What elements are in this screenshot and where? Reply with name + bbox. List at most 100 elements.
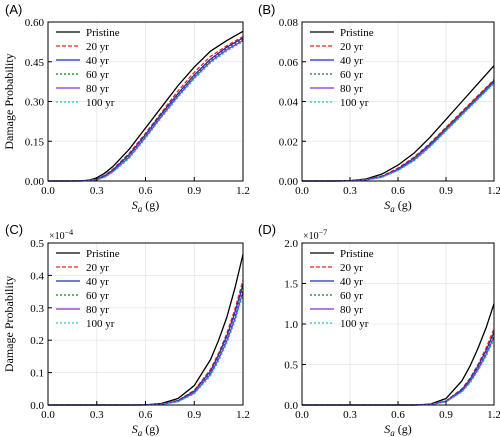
y-tick-label: 0.00 xyxy=(279,176,299,188)
x-tick-label: 0.3 xyxy=(90,409,104,421)
y-tick-label: 0.04 xyxy=(279,97,299,109)
legend-entry: 20 yr xyxy=(340,41,363,53)
y-tick-label: 0.5 xyxy=(284,360,298,372)
x-axis-title: Sa (g) xyxy=(132,422,160,437)
y-tick-label: 0.5 xyxy=(30,238,44,250)
x-axis-title-unit: (g) xyxy=(395,198,412,212)
x-axis-title-main: S xyxy=(384,422,390,436)
x-axis-title: Sa (g) xyxy=(384,422,412,437)
x-tick-label: 1.2 xyxy=(487,185,500,197)
y-tick-label: 0.06 xyxy=(279,57,299,69)
series-line-20-yr xyxy=(48,36,244,182)
panel-2: (B) 0.0 0.3 0.6 0.9 1.2 0.00 0.02 0.04 0.06 0.08 Sa… xyxy=(258,2,500,214)
panel-label: (B) xyxy=(258,2,275,17)
y-multiplier-base: ×10 xyxy=(303,231,319,242)
y-tick-label: 0.1 xyxy=(30,368,44,380)
y-multiplier: ×10−4 xyxy=(49,228,73,242)
y-tick-label: 0.02 xyxy=(279,136,298,148)
x-tick-label: 0.6 xyxy=(391,185,405,197)
x-tick-label: 0.9 xyxy=(439,409,453,421)
x-axis-title-sub: a xyxy=(390,204,395,214)
x-tick-label: 0.0 xyxy=(41,409,55,421)
legend-entry: Pristine xyxy=(340,248,374,260)
panel-label: (C) xyxy=(5,222,23,237)
panel-3: (C) 0.0 0.3 0.6 0.9 1.2 0.0 0.1 0.2 0.3 0.4 0.5 Sa (… xyxy=(2,222,250,437)
legend-entry: 40 yr xyxy=(86,276,109,288)
legend: Pristine 20 yr 40 yr 60 yr 80 yr 100 yr xyxy=(310,27,374,109)
x-tick-label: 0.3 xyxy=(343,409,357,421)
legend-entry: 60 yr xyxy=(86,290,109,302)
y-tick-label: 0.00 xyxy=(25,176,45,188)
x-axis-title-unit: (g) xyxy=(142,422,159,436)
legend-entry: 60 yr xyxy=(340,69,363,81)
legend-entry: 100 yr xyxy=(340,318,369,330)
x-tick-label: 0.3 xyxy=(90,185,104,197)
y-tick-label: 1.5 xyxy=(284,279,298,291)
legend-entry: 20 yr xyxy=(86,41,109,53)
panel-1: (A) 0.0 0.3 0.6 0.9 1.2 0.00 0.15 0.30 0.45 0.60 Sa… xyxy=(2,2,250,214)
legend-entry: 40 yr xyxy=(86,55,109,67)
x-axis-title-unit: (g) xyxy=(395,422,412,436)
legend-entry: 60 yr xyxy=(86,69,109,81)
y-multiplier-base: ×10 xyxy=(49,231,65,242)
x-tick-label: 1.2 xyxy=(487,409,500,421)
legend-entry: 40 yr xyxy=(340,55,363,67)
legend-entry: 100 yr xyxy=(340,97,369,109)
y-tick-label: 0.0 xyxy=(30,400,44,412)
legend-entry: 100 yr xyxy=(86,318,115,330)
panel-label: (A) xyxy=(5,2,22,17)
y-tick-label: 0.3 xyxy=(30,303,44,315)
x-axis-title-main: S xyxy=(132,422,138,436)
x-axis-title: Sa (g) xyxy=(132,198,160,214)
x-tick-label: 0.0 xyxy=(295,409,309,421)
legend-entry: Pristine xyxy=(86,248,120,260)
legend-entry: 40 yr xyxy=(340,276,363,288)
legend-entry: 20 yr xyxy=(340,262,363,274)
y-tick-label: 0.60 xyxy=(25,17,45,29)
y-tick-label: 0.4 xyxy=(30,270,44,282)
x-axis-title-main: S xyxy=(384,198,390,212)
x-tick-label: 0.3 xyxy=(343,185,357,197)
x-axis-title-sub: a xyxy=(390,428,395,437)
x-tick-label: 0.6 xyxy=(139,185,153,197)
legend-entry: 80 yr xyxy=(86,83,109,95)
x-tick-label: 0.9 xyxy=(187,409,201,421)
legend-entry: 20 yr xyxy=(86,262,109,274)
panel-label: (D) xyxy=(258,222,276,237)
legend: Pristine 20 yr 40 yr 60 yr 80 yr 100 yr xyxy=(310,248,374,330)
x-tick-label: 0.9 xyxy=(187,185,201,197)
legend: Pristine 20 yr 40 yr 60 yr 80 yr 100 yr xyxy=(56,248,120,330)
x-axis-title-main: S xyxy=(132,198,138,212)
x-axis-title: Sa (g) xyxy=(384,198,412,214)
y-tick-label: 0.15 xyxy=(25,136,45,148)
legend-entry: 80 yr xyxy=(86,304,109,316)
y-tick-label: 2.0 xyxy=(284,238,298,250)
x-tick-label: 0.9 xyxy=(439,185,453,197)
y-axis-title: Damage Probability xyxy=(2,53,16,149)
series-line-60-yr xyxy=(48,38,244,182)
x-tick-label: 1.2 xyxy=(236,185,250,197)
x-tick-label: 0.6 xyxy=(139,409,153,421)
legend: Pristine 20 yr 40 yr 60 yr 80 yr 100 yr xyxy=(56,27,120,109)
x-tick-label: 0.6 xyxy=(391,409,405,421)
y-multiplier-exponent: −4 xyxy=(65,228,74,237)
y-tick-label: 0.08 xyxy=(279,17,299,29)
y-tick-label: 0.0 xyxy=(284,400,298,412)
y-multiplier-exponent: −7 xyxy=(319,228,328,237)
x-axis-title-sub: a xyxy=(138,204,143,214)
legend-entry: 100 yr xyxy=(86,97,115,109)
legend-entry: Pristine xyxy=(340,27,374,39)
x-tick-label: 0.0 xyxy=(41,185,55,197)
x-tick-label: 0.0 xyxy=(295,185,309,197)
y-tick-label: 0.45 xyxy=(25,57,45,69)
x-tick-label: 1.2 xyxy=(236,409,250,421)
y-axis-title: Damage Probability xyxy=(2,276,16,372)
legend-entry: 80 yr xyxy=(340,304,363,316)
panel-4: (D) 0.0 0.3 0.6 0.9 1.2 0.0 0.5 1.0 1.5 2.0 Sa (g) ×… xyxy=(258,222,500,437)
legend-entry: 80 yr xyxy=(340,83,363,95)
y-tick-label: 0.30 xyxy=(25,97,45,109)
series-line-100-yr xyxy=(48,41,244,182)
legend-entry: Pristine xyxy=(86,27,120,39)
y-tick-label: 1.0 xyxy=(284,319,298,331)
